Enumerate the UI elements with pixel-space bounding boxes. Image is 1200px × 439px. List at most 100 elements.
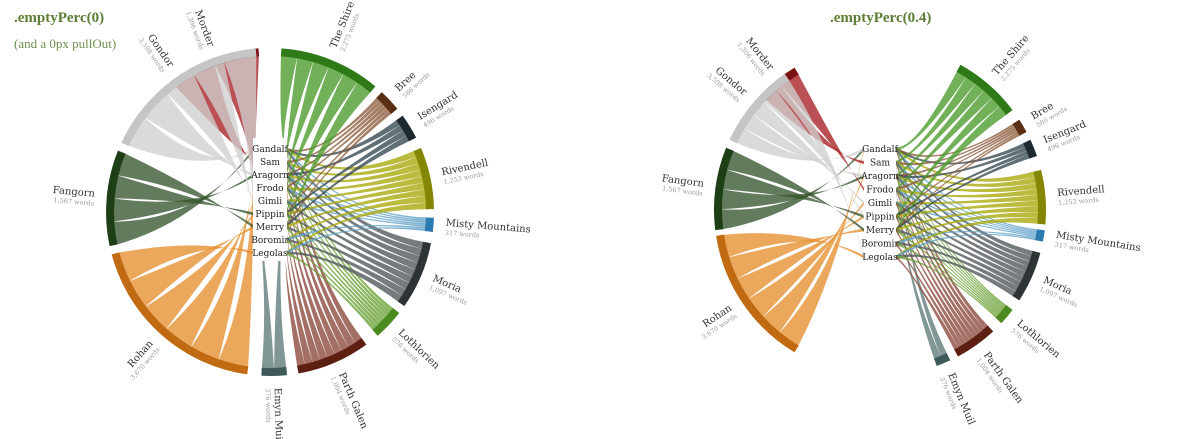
location-arcs bbox=[106, 48, 434, 376]
character-merry: Merry bbox=[256, 223, 285, 233]
chord-merry-moria bbox=[286, 225, 411, 291]
character-sam: Sam bbox=[260, 158, 281, 168]
chord-merry-fangorn bbox=[116, 152, 255, 229]
chord-frodo-the-shire bbox=[896, 89, 994, 191]
chord-merry-fangorn bbox=[725, 150, 864, 232]
chord-aragorn-gondor bbox=[742, 113, 864, 178]
character-legolas: Legolas bbox=[862, 253, 898, 263]
arc-rivendell bbox=[1033, 169, 1046, 225]
chord-aragorn-fangorn bbox=[720, 174, 864, 210]
chord-pippin-rohan bbox=[735, 215, 864, 300]
chord-merry-the-shire bbox=[286, 81, 372, 229]
chord-frodo-moria bbox=[286, 186, 420, 271]
arc-rivendell bbox=[413, 147, 434, 210]
character-pippin: Pippin bbox=[865, 213, 894, 223]
chord-sam-the-shire bbox=[286, 56, 314, 164]
chord-boromir-rivendell bbox=[286, 195, 428, 242]
location-words: 1,253 words bbox=[1058, 196, 1099, 207]
arc-moria bbox=[1012, 250, 1041, 301]
chord-merry-rivendell bbox=[286, 189, 428, 229]
arc-lothlorien bbox=[372, 307, 400, 336]
chord-pippin-lothlorien bbox=[286, 212, 384, 325]
arc-parth-galen bbox=[954, 325, 994, 357]
chord-gandalf-isengard bbox=[286, 119, 402, 157]
chord-aragorn-the-shire bbox=[286, 60, 330, 177]
panel-subtitle-left: (and a 0px pullOut) bbox=[14, 36, 117, 51]
character-labels: Gandalf Sam Aragorn Frodo Gimli Pippin Merry Bo… bbox=[860, 145, 899, 263]
location-words: 317 words bbox=[445, 229, 480, 240]
chord-merry-rohan bbox=[128, 225, 254, 308]
chords bbox=[112, 54, 428, 370]
chord-sam-emyn-muil bbox=[274, 160, 287, 370]
arc-parth-galen bbox=[297, 338, 367, 374]
arc-gondor bbox=[121, 48, 257, 147]
chord-legolas-lothlorien bbox=[286, 251, 377, 332]
chord-gimli-rivendell bbox=[286, 175, 426, 203]
character-boromir: Boromir bbox=[861, 240, 899, 250]
chord-merry-rivendell bbox=[896, 206, 1041, 232]
chord-pippin-lothlorien bbox=[896, 215, 1002, 315]
chord-sam-rivendell bbox=[286, 156, 421, 176]
location-words: 1,567 words bbox=[53, 196, 94, 208]
character-sam: Sam bbox=[870, 159, 891, 169]
chord-gimli-gondor bbox=[752, 100, 864, 205]
chord-frodo-bree bbox=[286, 104, 388, 190]
chord-aragorn-fangorn bbox=[112, 173, 254, 222]
character-boromir: Boromir bbox=[251, 236, 289, 246]
arc-emyn-muil bbox=[261, 367, 288, 376]
location-name: Fangorn bbox=[52, 185, 96, 200]
chord-pippin-parth-galen bbox=[896, 215, 971, 345]
chord-boromir-misty-mountains bbox=[896, 231, 1038, 245]
chord-legolas-rohan bbox=[117, 245, 255, 282]
chord-merry-parth-galen bbox=[896, 228, 968, 347]
chord-legolas-rivendell bbox=[896, 217, 1040, 259]
chord-gandalf-rohan bbox=[218, 147, 254, 369]
chord-frodo-the-shire bbox=[286, 65, 345, 190]
arc-fangorn bbox=[106, 150, 126, 247]
character-gimli: Gimli bbox=[258, 197, 282, 207]
location-words: 376 words bbox=[264, 388, 273, 423]
chord-gimli-gondor bbox=[166, 73, 254, 203]
character-aragorn: Aragorn bbox=[860, 172, 899, 182]
chord-pippin-rivendell bbox=[896, 200, 1040, 218]
chord-frodo-rivendell bbox=[286, 169, 424, 191]
chord-boromir-parth-galen bbox=[896, 242, 964, 349]
character-gandalf: Gandalf bbox=[252, 145, 288, 155]
chord-gandalf-fangorn bbox=[719, 147, 864, 230]
chord-gimli-misty-mountains bbox=[896, 201, 1038, 238]
character-frodo: Frodo bbox=[866, 186, 893, 196]
character-gandalf: Gandalf bbox=[862, 145, 898, 155]
chord-merry-lothlorien bbox=[896, 228, 1001, 317]
chord-merry-the-shire bbox=[896, 105, 1008, 232]
chord-aragorn-rivendell bbox=[286, 162, 423, 183]
chord-frodo-moria bbox=[896, 188, 1030, 273]
chord-gandalf-bree bbox=[896, 122, 1016, 157]
chord-pippin-bree bbox=[896, 130, 1021, 218]
arc-isengard bbox=[1023, 139, 1037, 159]
arc-rohan bbox=[111, 252, 249, 375]
chord-aragorn-gondor bbox=[143, 92, 254, 177]
location-name: Rivendell bbox=[1057, 184, 1105, 199]
chord-gimli-misty-mountains bbox=[286, 199, 428, 228]
chord-pippin-moria bbox=[286, 212, 414, 284]
panel-title-right: .emptyPerc(0.4) bbox=[830, 10, 932, 26]
chord-boromir-rivendell bbox=[896, 212, 1040, 245]
